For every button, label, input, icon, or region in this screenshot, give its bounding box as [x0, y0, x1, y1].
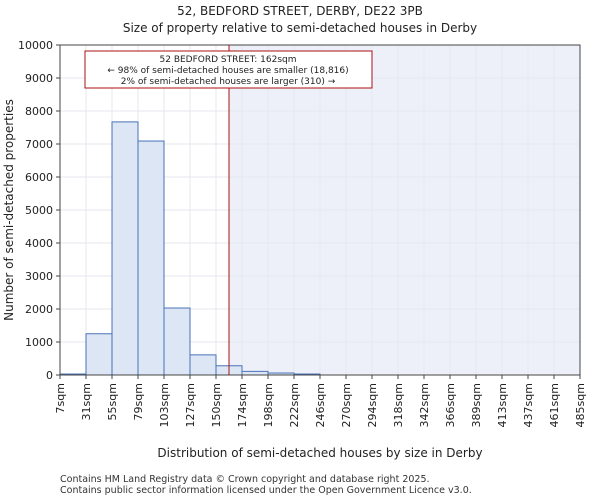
- x-tick-label: 7sqm: [54, 383, 67, 413]
- x-tick-label: 485sqm: [574, 383, 587, 427]
- chart-title: 52, BEDFORD STREET, DERBY, DE22 3PB: [177, 4, 423, 18]
- x-tick-label: 318sqm: [392, 383, 405, 427]
- y-tick-label: 0: [46, 369, 53, 382]
- x-tick-label: 79sqm: [132, 383, 145, 420]
- chart-subtitle: Size of property relative to semi-detach…: [122, 21, 478, 35]
- histogram-bar: [111, 121, 139, 376]
- histogram-bar: [163, 307, 191, 376]
- x-tick-label: 270sqm: [340, 383, 353, 427]
- y-tick-label: 10000: [18, 39, 53, 52]
- x-tick-label: 342sqm: [418, 383, 431, 427]
- y-axis-title: Number of semi-detached properties: [2, 99, 16, 321]
- histogram-bar: [241, 370, 269, 376]
- x-tick-label: 174sqm: [236, 383, 249, 427]
- y-tick-label: 9000: [25, 72, 53, 85]
- annotation-line-1: 52 BEDFORD STREET: 162sqm: [160, 55, 297, 65]
- histogram-chart: 0 1000 2000 3000 4000 5000 6000 7000 8000 9000 100…: [2, 39, 587, 460]
- x-tick-label: 437sqm: [522, 383, 535, 427]
- footer-line-1: Contains HM Land Registry data © Crown c…: [60, 474, 430, 485]
- x-tick-label: 103sqm: [158, 383, 171, 427]
- y-tick-label: 6000: [25, 171, 53, 184]
- x-tick-label: 198sqm: [262, 383, 275, 427]
- x-tick-label: 461sqm: [548, 383, 561, 427]
- x-tick-label: 55sqm: [106, 383, 119, 420]
- y-tick-label: 5000: [25, 204, 53, 217]
- annotation-line-2: ← 98% of semi-detached houses are smalle…: [107, 66, 348, 76]
- x-tick-label: 389sqm: [470, 383, 483, 427]
- y-tick-label: 1000: [25, 336, 53, 349]
- histogram-bar: [137, 140, 165, 376]
- x-tick-label: 127sqm: [184, 383, 197, 427]
- footer-line-2: Contains public sector information licen…: [60, 485, 472, 496]
- y-tick-label: 3000: [25, 270, 53, 283]
- y-tick-label: 8000: [25, 105, 53, 118]
- x-tick-label: 413sqm: [496, 383, 509, 427]
- y-tick-label: 7000: [25, 138, 53, 151]
- x-tick-label: 31sqm: [80, 383, 93, 420]
- x-tick-label: 294sqm: [366, 383, 379, 427]
- histogram-bar: [85, 333, 113, 376]
- y-tick-label: 2000: [25, 303, 53, 316]
- histogram-bar: [189, 354, 217, 376]
- annotation-box: 52 BEDFORD STREET: 162sqm ← 98% of semi-…: [84, 50, 373, 89]
- x-tick-label: 366sqm: [444, 383, 457, 427]
- x-tick-label: 246sqm: [314, 383, 327, 427]
- annotation-line-3: 2% of semi-detached houses are larger (3…: [121, 77, 336, 87]
- x-axis-title: Distribution of semi-detached houses by …: [157, 446, 482, 460]
- x-tick-label: 222sqm: [288, 383, 301, 427]
- y-tick-label: 4000: [25, 237, 53, 250]
- x-tick-label: 150sqm: [210, 383, 223, 427]
